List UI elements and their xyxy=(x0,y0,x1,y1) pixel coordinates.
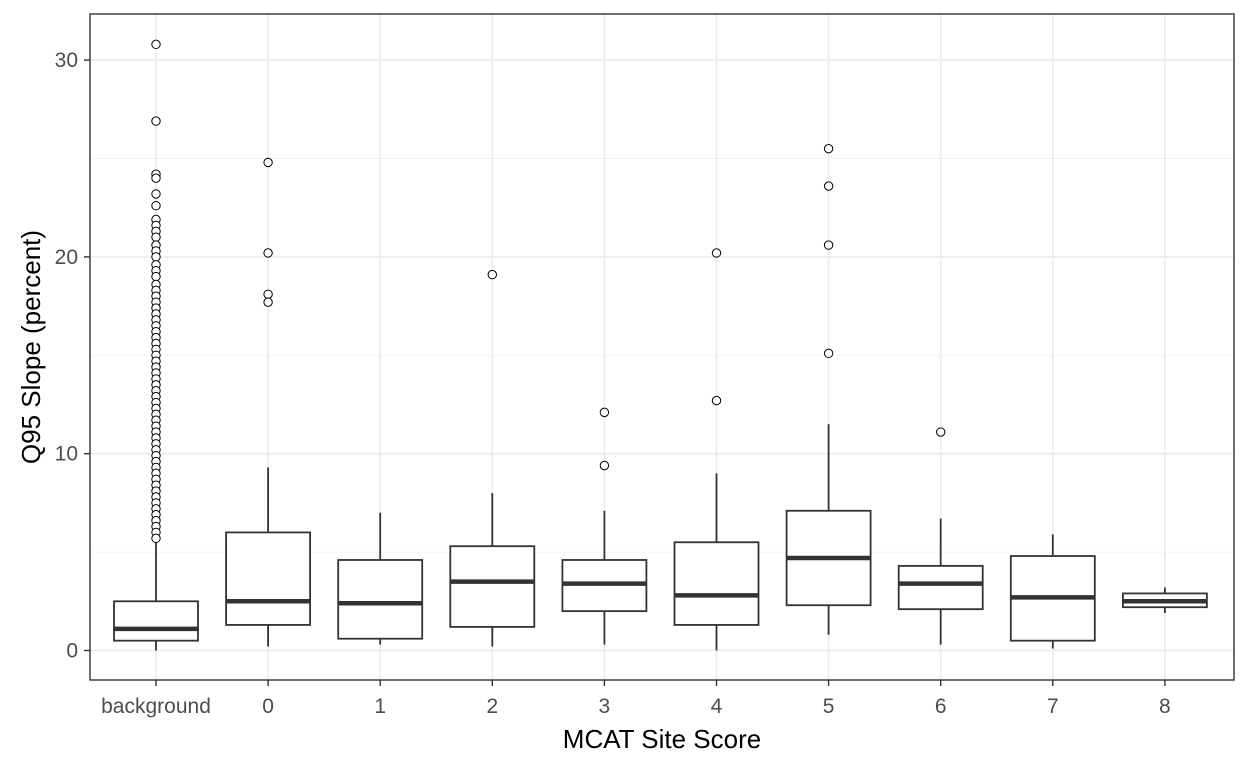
x-tick-label: 7 xyxy=(1047,695,1059,718)
outlier-point xyxy=(711,248,722,258)
box-4 xyxy=(673,541,760,626)
outlier-point xyxy=(151,533,161,544)
outlier-point xyxy=(151,232,161,242)
y-tick-label: 20 xyxy=(55,246,78,269)
outlier-point xyxy=(711,395,722,406)
panel-border xyxy=(89,13,1235,681)
outlier-point xyxy=(151,39,161,50)
x-tick-label: 4 xyxy=(711,695,723,718)
outlier-point xyxy=(263,157,273,168)
y-tick-label: 10 xyxy=(55,443,78,466)
x-tick-label: 6 xyxy=(935,695,947,718)
outlier-point xyxy=(263,297,273,307)
box-0 xyxy=(225,531,312,626)
x-tick-label: 1 xyxy=(374,695,386,718)
box-background xyxy=(113,600,199,642)
x-tick-label: 2 xyxy=(486,695,498,718)
boxes xyxy=(113,424,1208,651)
x-axis-title: MCAT Site Score xyxy=(563,724,761,754)
outlier-point xyxy=(823,348,834,359)
outlier-point xyxy=(263,248,273,258)
outlier-point xyxy=(487,269,497,280)
x-tick-label: 8 xyxy=(1159,695,1171,718)
outliers xyxy=(151,39,946,544)
y-tick-label: 30 xyxy=(55,49,78,72)
outlier-point xyxy=(823,240,834,250)
x-tick-label: background xyxy=(101,695,211,718)
outlier-point xyxy=(151,116,161,126)
outlier-point xyxy=(151,252,161,262)
outlier-point xyxy=(823,143,834,154)
y-tick-label: 0 xyxy=(66,640,78,663)
outlier-point xyxy=(263,289,273,299)
outlier-point xyxy=(151,173,161,183)
outlier-point xyxy=(151,201,161,211)
x-tick-label: 0 xyxy=(262,695,274,718)
outlier-point xyxy=(151,271,161,282)
outlier-point xyxy=(599,460,610,471)
y-axis-title: Q95 Slope (percent) xyxy=(16,230,46,464)
outlier-point xyxy=(151,189,161,199)
outlier-point xyxy=(823,181,834,191)
x-tick-label: 3 xyxy=(599,695,611,718)
axes: 0 10 20 30 background 0 1 2 3 4 5 6 7 8 xyxy=(55,49,1171,718)
box-1 xyxy=(337,559,424,640)
outlier-point xyxy=(936,427,946,437)
x-tick-label: 5 xyxy=(823,695,835,718)
box-2 xyxy=(449,545,536,628)
box-6 xyxy=(897,564,984,611)
outlier-point xyxy=(599,407,610,418)
